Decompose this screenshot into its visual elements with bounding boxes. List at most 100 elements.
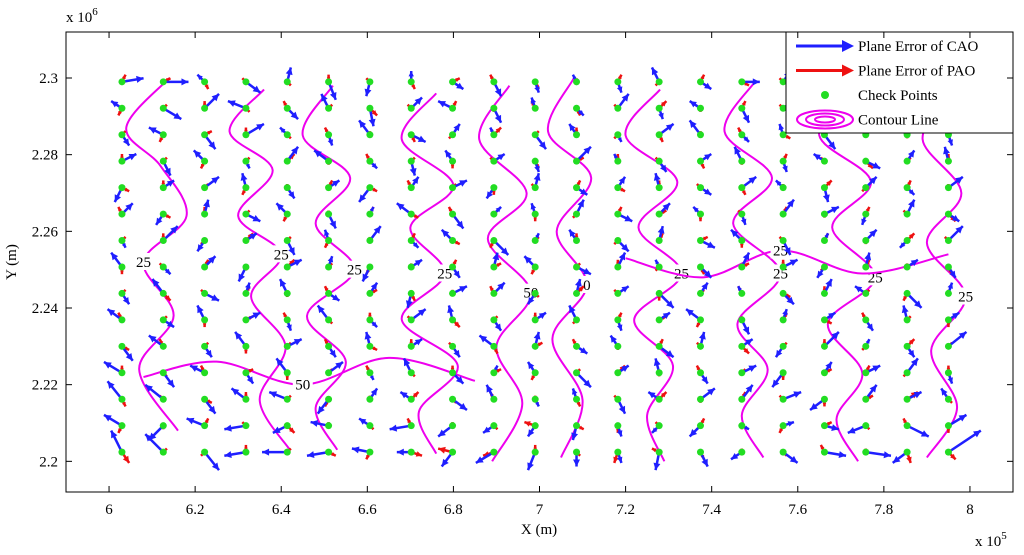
- arrow-head: [372, 346, 378, 350]
- arrow-head: [659, 339, 663, 344]
- arrow-head: [285, 67, 293, 76]
- arrow-head: [569, 305, 576, 314]
- check-point: [944, 448, 952, 456]
- check-point: [820, 157, 828, 165]
- check-point: [903, 369, 911, 377]
- arrow-head: [949, 270, 956, 278]
- arrow-head: [869, 229, 877, 238]
- arrow-head: [413, 214, 419, 218]
- check-point: [779, 316, 787, 324]
- arrow-head: [332, 180, 340, 187]
- check-point: [325, 184, 333, 192]
- arrow-head: [335, 361, 343, 369]
- arrow-head: [703, 236, 708, 241]
- arrow-head: [734, 146, 741, 155]
- arrow-head: [822, 402, 827, 407]
- arrow-head: [490, 243, 494, 248]
- arrow-head: [453, 123, 460, 132]
- arrow-head: [262, 448, 270, 456]
- arrow-head: [438, 429, 446, 437]
- arrow-head: [408, 71, 414, 77]
- arrow-head: [497, 153, 505, 161]
- arrow-head: [359, 120, 367, 129]
- arrow-head: [569, 229, 576, 237]
- y-tick-label: 2.28: [32, 148, 58, 164]
- arrow-head: [314, 150, 322, 158]
- check-point: [325, 422, 333, 430]
- arrow-head: [490, 74, 494, 80]
- check-point: [655, 210, 663, 218]
- check-point: [614, 316, 622, 324]
- check-point: [779, 395, 787, 403]
- check-point: [614, 369, 622, 377]
- arrow-head: [366, 454, 370, 460]
- arrow-head: [124, 187, 130, 192]
- arrow-head: [748, 176, 757, 184]
- contour-label: 25: [136, 255, 151, 271]
- check-point: [449, 289, 457, 297]
- arrow-head: [324, 243, 329, 248]
- legend-arrow-head: [842, 40, 854, 52]
- contour-label: 25: [773, 244, 788, 260]
- x-tick-label: 6.2: [186, 502, 205, 518]
- check-point: [407, 316, 415, 324]
- arrow-head: [369, 206, 374, 212]
- arrow-head: [533, 331, 541, 340]
- check-point: [242, 104, 250, 112]
- cao-arrow: [262, 448, 288, 456]
- arrow-head: [861, 218, 867, 225]
- arrow-head: [781, 259, 785, 264]
- check-point: [573, 448, 581, 456]
- arrow-head: [494, 88, 502, 97]
- contour-label-bg: [955, 287, 976, 305]
- arrow-head: [530, 203, 537, 210]
- arrow-head: [145, 384, 153, 392]
- cao-arrow: [163, 78, 189, 86]
- arrow-head: [686, 309, 694, 317]
- arrow-head: [120, 365, 124, 370]
- arrow-head: [617, 137, 622, 142]
- arrow-head: [124, 346, 130, 350]
- check-point: [696, 448, 704, 456]
- arrow-head: [118, 428, 122, 433]
- arrow-head: [827, 319, 832, 324]
- check-point: [944, 369, 952, 377]
- check-point: [531, 342, 539, 350]
- check-point: [531, 422, 539, 430]
- check-point: [449, 342, 457, 350]
- arrow-head: [114, 194, 122, 203]
- arrow-head: [731, 453, 739, 460]
- check-point: [779, 289, 787, 297]
- check-point: [903, 448, 911, 456]
- arrow-head: [946, 323, 951, 328]
- arrow-head: [653, 173, 661, 181]
- check-point: [779, 342, 787, 350]
- arrow-head: [329, 92, 337, 100]
- arrow-head: [371, 321, 378, 328]
- check-point: [118, 78, 126, 86]
- arrow-head: [742, 252, 750, 261]
- check-point: [531, 78, 539, 86]
- arrow-head: [366, 365, 370, 371]
- check-point: [325, 237, 333, 245]
- arrow-head: [616, 430, 623, 437]
- arrow-head: [414, 97, 423, 105]
- check-point: [283, 316, 291, 324]
- check-point: [118, 131, 126, 139]
- arrow-head: [207, 399, 212, 403]
- arrow-head: [331, 452, 336, 456]
- check-point: [407, 78, 415, 86]
- check-point: [655, 316, 663, 324]
- arrow-head: [366, 153, 370, 159]
- arrow-head: [161, 233, 166, 237]
- arrow-head: [459, 403, 467, 411]
- arrow-head: [973, 430, 981, 438]
- check-point: [366, 395, 374, 403]
- check-point: [449, 422, 457, 430]
- arrow-head: [745, 384, 753, 393]
- check-point: [738, 263, 746, 271]
- check-point: [944, 316, 952, 324]
- arrow-head: [269, 391, 278, 398]
- arrow-head: [413, 392, 419, 398]
- arrow-head: [453, 270, 460, 278]
